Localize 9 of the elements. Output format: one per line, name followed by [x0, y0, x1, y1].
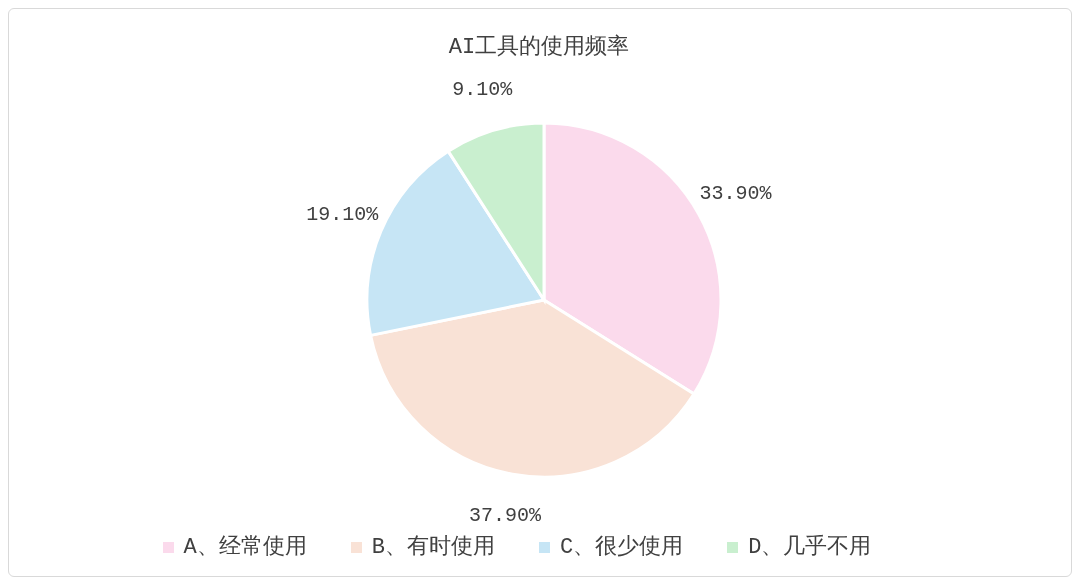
- data-label: 37.90%: [468, 504, 542, 527]
- legend-label: D、几乎不用: [748, 535, 872, 560]
- data-label: 33.90%: [699, 182, 773, 206]
- legend-label: C、很少使用: [560, 535, 684, 560]
- data-label: 9.10%: [452, 78, 514, 102]
- chart-title: AI工具的使用频率: [448, 33, 630, 60]
- data-label: 19.10%: [306, 203, 380, 227]
- legend-label: B、有时使用: [371, 535, 495, 560]
- legend-label: A、经常使用: [183, 535, 307, 560]
